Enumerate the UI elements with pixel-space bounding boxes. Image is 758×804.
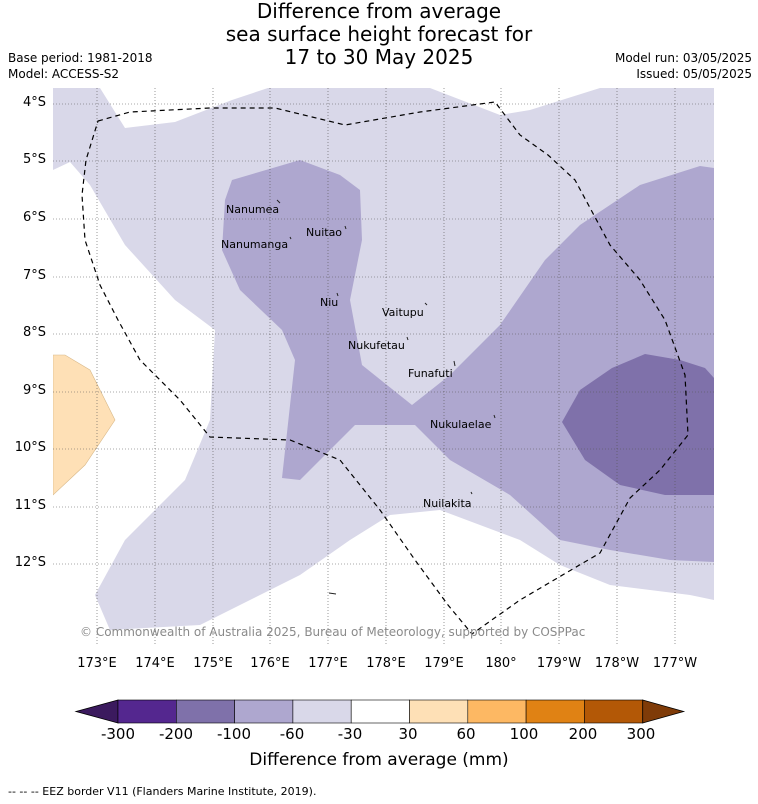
x-tick-label: 175°E — [193, 656, 233, 671]
base-period: Base period: 1981-2018 — [8, 51, 153, 65]
y-tick-label: 4°S — [22, 95, 46, 110]
y-tick-label: 6°S — [22, 210, 46, 225]
island-label: Nanumanga — [221, 238, 289, 251]
colorbar-label: -200 — [158, 725, 194, 743]
colorbar-swatch — [176, 699, 235, 724]
colorbar-label: 300 — [626, 725, 656, 743]
x-tick-label: 177°W — [652, 656, 698, 671]
colorbar-swatch — [409, 699, 469, 724]
island-markers — [276, 199, 496, 595]
colorbar — [74, 699, 686, 724]
y-tick-label: 5°S — [22, 152, 46, 167]
island-label: Vaitupu — [382, 306, 424, 319]
eez-legend-note: -- -- -- EEZ border V11 (Flanders Marine… — [8, 785, 317, 798]
colorbar-extend-high — [642, 699, 686, 724]
title-line-2: sea surface height forecast for — [225, 22, 533, 46]
map-title: Difference from average sea surface heig… — [0, 0, 758, 69]
island-label: Nukulaelae — [430, 418, 492, 431]
x-tick-label: 180° — [485, 656, 517, 671]
y-tick-label: 7°S — [22, 268, 46, 283]
title-line-1: Difference from average — [256, 0, 502, 23]
colorbar-swatch — [467, 699, 527, 724]
issued-date: Issued: 05/05/2025 — [636, 67, 752, 81]
model-name: Model: ACCESS-S2 — [8, 67, 120, 81]
y-tick-label: 9°S — [22, 383, 46, 398]
colorbar-label: 60 — [456, 725, 476, 743]
colorbar-swatch — [584, 699, 644, 724]
island-label: Nuitao — [306, 226, 343, 239]
meta-right: Model run: 03/05/2025 Issued: 05/05/2025 — [615, 50, 752, 82]
x-tick-label: 178°E — [366, 656, 406, 671]
colorbar-label: 200 — [568, 725, 598, 743]
x-tick-label: 173°E — [77, 656, 117, 671]
copyright-notice: © Commonwealth of Australia 2025, Bureau… — [80, 625, 586, 639]
colorbar-label: -60 — [279, 725, 305, 743]
island-label: Nanumea — [226, 203, 280, 216]
anomaly-region-dark — [562, 354, 714, 495]
x-tick-label: 174°E — [135, 656, 175, 671]
colorbar-label: 30 — [398, 725, 418, 743]
x-tick-label: 179°E — [424, 656, 464, 671]
y-tick-label: 12°S — [14, 555, 46, 570]
colorbar-swatch — [117, 699, 177, 724]
y-tick-label: 11°S — [14, 498, 46, 513]
colorbar-label: -100 — [216, 725, 252, 743]
colorbar-swatch — [350, 699, 410, 724]
island-label: Niu — [320, 296, 339, 309]
colorbar-swatch — [525, 699, 585, 724]
x-tick-label: 178°W — [594, 656, 640, 671]
x-tick-label: 179°W — [536, 656, 582, 671]
eez-border — [81, 101, 689, 635]
colorbar-label: 100 — [509, 725, 539, 743]
title-line-3: 17 to 30 May 2025 — [284, 45, 474, 69]
island-label: Funafuti — [408, 367, 453, 380]
island-label: Nuilakita — [423, 497, 472, 510]
meta-left: Base period: 1981-2018 Model: ACCESS-S2 — [8, 50, 153, 82]
x-tick-label: 177°E — [308, 656, 348, 671]
colorbar-label: -300 — [100, 725, 136, 743]
anomaly-region-positive — [53, 354, 116, 496]
y-tick-label: 8°S — [22, 325, 46, 340]
graticule — [53, 88, 714, 645]
colorbar-extend-low — [74, 699, 119, 724]
colorbar-swatch — [292, 699, 352, 724]
x-tick-label: 176°E — [250, 656, 290, 671]
colorbar-title: Difference from average (mm) — [249, 750, 509, 770]
colorbar-label: -30 — [337, 725, 363, 743]
y-tick-label: 10°S — [14, 440, 46, 455]
model-run: Model run: 03/05/2025 — [614, 51, 752, 65]
colorbar-swatch — [234, 699, 294, 724]
island-label: Nukufetau — [348, 339, 405, 352]
